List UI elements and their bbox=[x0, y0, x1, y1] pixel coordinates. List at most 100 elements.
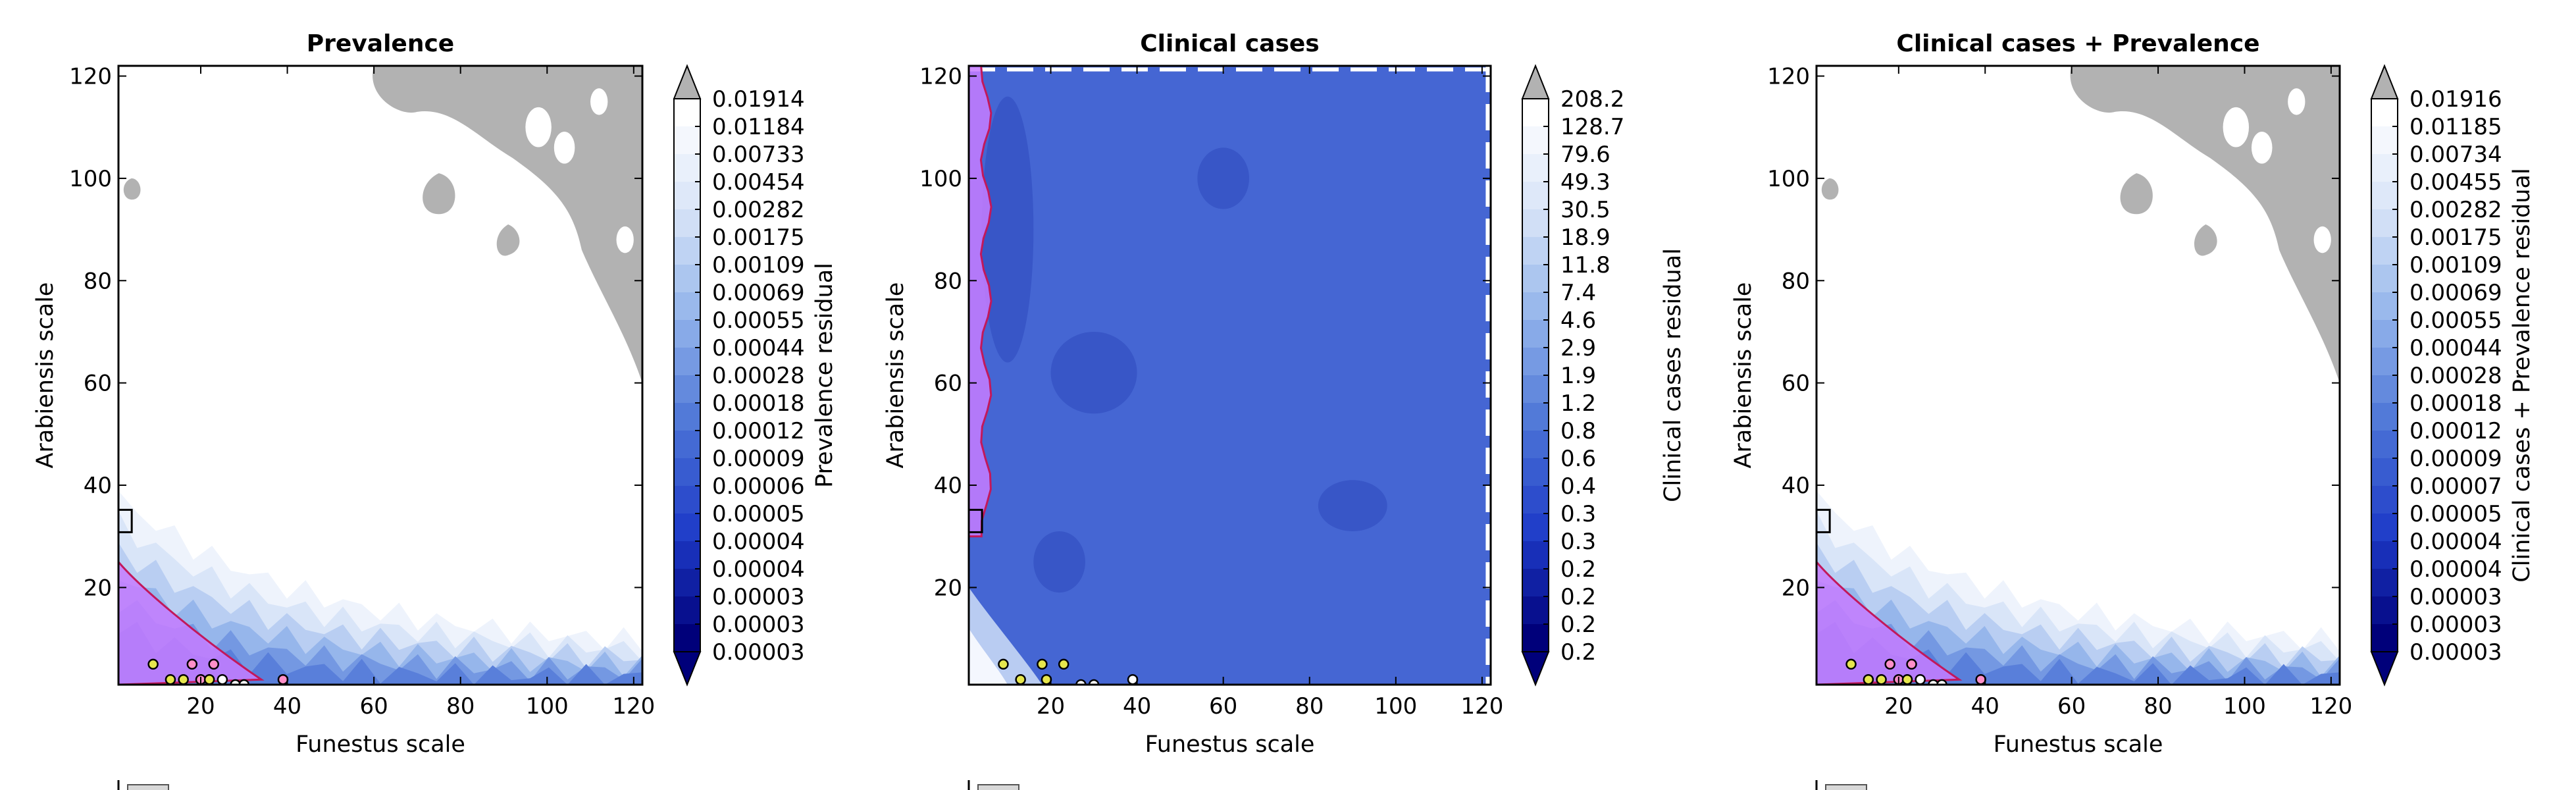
data-marker bbox=[1015, 673, 1026, 685]
x-axis-label: Funestus scale bbox=[1994, 731, 2163, 758]
colorbar-segment bbox=[2371, 154, 2398, 182]
data-marker bbox=[1901, 673, 1913, 685]
saturated-region bbox=[2194, 224, 2217, 256]
data-marker bbox=[1915, 673, 1926, 685]
colorbar-segment bbox=[2371, 99, 2398, 127]
colorbar-segment bbox=[1522, 596, 1549, 625]
colorbar-tick-label: 2.9 bbox=[1560, 335, 1596, 361]
colorbar-segment bbox=[674, 348, 700, 376]
colorbar-segment bbox=[674, 126, 700, 155]
colorbar-segment bbox=[1522, 265, 1549, 293]
saturated-hole bbox=[2223, 107, 2250, 147]
chart-title: Clinical cases + Prevalence bbox=[1896, 30, 2259, 57]
colorbar-tick-label: 0.00006 bbox=[712, 473, 805, 500]
x-tick-label: 40 bbox=[1123, 693, 1151, 720]
saturated-hole bbox=[590, 88, 608, 115]
data-marker bbox=[217, 673, 228, 685]
y-tick-label: 60 bbox=[1782, 371, 1810, 397]
legend-swatch bbox=[127, 784, 169, 790]
colorbar-tick-label: 0.3 bbox=[1560, 501, 1596, 527]
legend-swatch bbox=[1825, 784, 1867, 790]
x-tick-label: 120 bbox=[1460, 693, 1503, 720]
colorbar-segment bbox=[674, 596, 700, 625]
colorbar-tick-label: 0.00044 bbox=[712, 335, 805, 361]
colorbar-segment bbox=[2371, 596, 2398, 625]
data-marker bbox=[1075, 679, 1087, 685]
colorbar-segment bbox=[2371, 265, 2398, 293]
colorbar-segment bbox=[1522, 541, 1549, 569]
colorbar-segment bbox=[674, 237, 700, 265]
x-tick-label: 100 bbox=[1374, 693, 1417, 720]
data-marker bbox=[1975, 673, 1986, 685]
contour-band bbox=[118, 600, 642, 685]
x-tick-label: 40 bbox=[1971, 693, 1999, 720]
reference-box bbox=[969, 508, 983, 533]
colorbar-tick-label: 0.00012 bbox=[2409, 418, 2502, 444]
colorbar-tick-label: 0.8 bbox=[1560, 418, 1596, 444]
colorbar-extend-max bbox=[2370, 64, 2399, 99]
colorbar-segment bbox=[2371, 320, 2398, 348]
colorbar-tick-label: 49.3 bbox=[1560, 169, 1610, 196]
data-marker bbox=[1936, 679, 1947, 685]
saturated-hole bbox=[616, 226, 634, 253]
saturated-hole bbox=[525, 107, 552, 147]
colorbar-tick-label: 7.4 bbox=[1560, 280, 1596, 306]
colorbar-extend-min bbox=[673, 651, 702, 687]
colorbar-tick-label: 0.00004 bbox=[712, 529, 805, 555]
y-tick-label: 40 bbox=[84, 473, 112, 499]
y-tick-label: 100 bbox=[919, 166, 962, 192]
chart-panel-1: 20 40 60 80 100 120 20 40 60 80 100 120 Prevalence Fu… bbox=[32, 30, 838, 790]
colorbar-segment bbox=[674, 375, 700, 404]
saturated-hole bbox=[2251, 132, 2273, 164]
colorbar-tick-label: 0.00005 bbox=[2409, 501, 2502, 527]
colorbar-tick-label: 0.00109 bbox=[2409, 252, 2502, 278]
colorbar-extend-min bbox=[1521, 651, 1550, 687]
colorbar-tick-label: 0.00282 bbox=[712, 197, 805, 223]
reference-box bbox=[118, 508, 133, 533]
y-tick-label: 60 bbox=[934, 371, 962, 397]
colorbar-segment bbox=[2371, 182, 2398, 210]
colorbar-tick-label: 0.3 bbox=[1560, 529, 1596, 555]
colorbar-segment bbox=[1522, 348, 1549, 376]
threshold-region bbox=[118, 560, 265, 685]
colorbar-tick-label: 0.00733 bbox=[712, 142, 805, 168]
colorbar-tick-label: 0.4 bbox=[1560, 473, 1596, 500]
data-marker bbox=[998, 658, 1009, 670]
data-marker bbox=[165, 673, 176, 685]
x-tick-label: 80 bbox=[2144, 693, 2172, 720]
y-tick-label: 120 bbox=[1767, 64, 1810, 90]
y-tick-label: 120 bbox=[69, 64, 112, 90]
data-marker bbox=[1863, 673, 1874, 685]
data-marker bbox=[1906, 658, 1917, 670]
colorbar-segment bbox=[1522, 182, 1549, 210]
colorbar-tick-label: 0.00009 bbox=[712, 446, 805, 472]
saturated-region bbox=[496, 224, 520, 256]
x-tick-label: 120 bbox=[612, 693, 655, 720]
colorbar-tick-label: 30.5 bbox=[1560, 197, 1610, 223]
y-tick-label: 40 bbox=[1782, 473, 1810, 499]
saturated-region bbox=[2120, 173, 2153, 215]
colorbar-segment bbox=[1522, 292, 1549, 321]
y-tick-label: 20 bbox=[84, 575, 112, 601]
chart-title: Prevalence bbox=[307, 30, 454, 57]
colorbar-tick-label: 0.00175 bbox=[712, 224, 805, 251]
colorbar-tick-label: 0.00007 bbox=[2409, 473, 2502, 500]
y-tick-label: 100 bbox=[69, 166, 112, 192]
y-tick-label: 60 bbox=[84, 371, 112, 397]
x-tick-label: 60 bbox=[2057, 693, 2086, 720]
colorbar-tick-label: 0.00109 bbox=[712, 252, 805, 278]
colorbar-segment bbox=[2371, 126, 2398, 155]
colorbar-segment bbox=[674, 514, 700, 542]
colorbar-tick-label: 4.6 bbox=[1560, 307, 1596, 334]
plot-area bbox=[969, 66, 1491, 685]
saturated-hole bbox=[2288, 88, 2306, 115]
colorbar: 0.019140.011840.007330.004540.002820.001… bbox=[673, 64, 838, 687]
colorbar-segment bbox=[1522, 154, 1549, 182]
colorbar-tick-label: 0.00175 bbox=[2409, 224, 2502, 251]
data-marker bbox=[230, 679, 241, 685]
data-marker bbox=[147, 658, 159, 670]
contour-band bbox=[1033, 531, 1085, 593]
y-tick-label: 40 bbox=[934, 473, 962, 499]
data-marker bbox=[1041, 673, 1052, 685]
chart-title: Clinical cases bbox=[1140, 30, 1319, 57]
